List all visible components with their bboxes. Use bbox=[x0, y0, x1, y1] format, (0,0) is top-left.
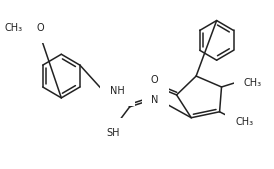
Text: SH: SH bbox=[106, 128, 120, 138]
Text: NH: NH bbox=[110, 86, 125, 96]
Text: CH₃: CH₃ bbox=[235, 117, 253, 127]
Text: CH₃: CH₃ bbox=[4, 23, 22, 33]
Text: O: O bbox=[37, 23, 45, 33]
Text: N: N bbox=[152, 95, 159, 105]
Text: CH₃: CH₃ bbox=[244, 78, 262, 88]
Text: O: O bbox=[150, 75, 158, 85]
